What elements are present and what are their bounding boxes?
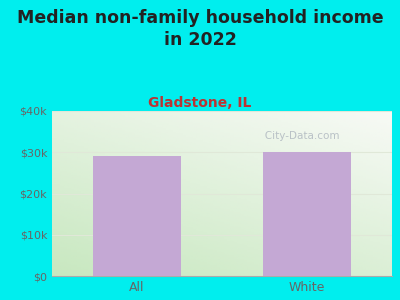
Bar (263, 152, 351, 276)
Text: Median non-family household income
in 2022: Median non-family household income in 20… (17, 9, 383, 49)
Bar (93, 156, 181, 276)
Text: City-Data.com: City-Data.com (254, 131, 339, 141)
Text: Gladstone, IL: Gladstone, IL (148, 96, 252, 110)
